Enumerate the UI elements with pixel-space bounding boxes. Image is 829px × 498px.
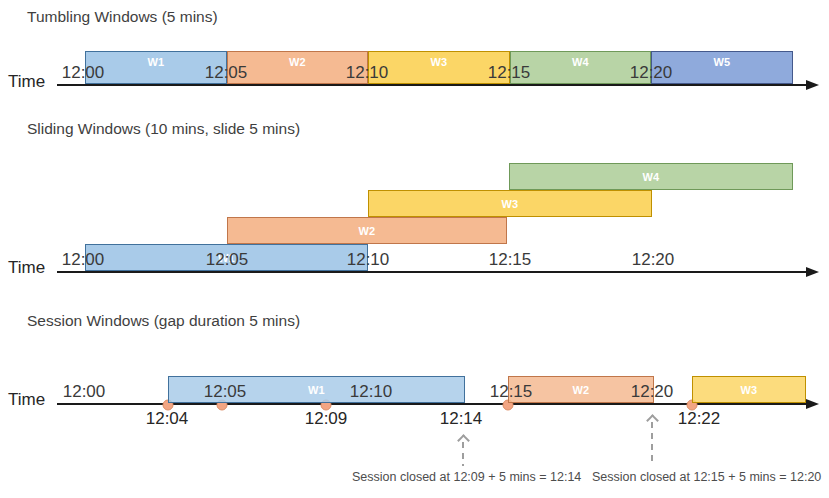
tick-label: 12:20 xyxy=(631,382,674,402)
tick-label: 12:10 xyxy=(346,63,389,83)
axis-arrowhead-icon xyxy=(806,80,819,90)
session-section-title: Session Windows (gap duration 5 mins) xyxy=(27,312,300,330)
timeline-axis xyxy=(57,271,806,273)
window-label: W1 xyxy=(308,384,325,396)
event-time-label: 12:04 xyxy=(146,409,189,429)
tumbling-window-w5: W5 xyxy=(651,51,793,84)
event-time-label: 12:22 xyxy=(678,409,721,429)
window-label: W5 xyxy=(713,56,730,68)
session-closed-note-1: Session closed at 12:09 + 5 mins = 12:14 xyxy=(352,470,581,484)
tick-label: 12:00 xyxy=(62,63,105,83)
sliding-section-title: Sliding Windows (10 mins, slide 5 mins) xyxy=(27,120,300,138)
tick-label: 12:10 xyxy=(350,382,393,402)
tick-label: 12:00 xyxy=(63,382,106,402)
window-label: W3 xyxy=(430,56,447,68)
tick-label: 12:15 xyxy=(489,250,532,270)
window-label: W2 xyxy=(572,384,589,396)
tick-label: 12:10 xyxy=(347,250,390,270)
tick-label: 12:15 xyxy=(490,382,533,402)
window-label: W4 xyxy=(572,56,589,68)
dashed-up-arrow-icon xyxy=(456,436,470,466)
tick-label: 12:20 xyxy=(630,63,673,83)
windowing-diagram: Tumbling Windows (5 mins) Time W1 W2 W3 … xyxy=(0,0,829,498)
window-label: W2 xyxy=(289,56,306,68)
time-axis-label: Time xyxy=(8,72,45,92)
window-label: W1 xyxy=(147,56,164,68)
timeline-axis xyxy=(57,84,806,86)
tick-label: 12:05 xyxy=(204,382,247,402)
session-closed-note-2: Session closed at 12:15 + 5 mins = 12:20 xyxy=(592,470,821,484)
tick-label: 12:20 xyxy=(632,250,675,270)
tick-label: 12:05 xyxy=(205,63,248,83)
axis-arrowhead-icon xyxy=(806,399,819,409)
event-time-label: 12:14 xyxy=(440,409,483,429)
event-time-label: 12:09 xyxy=(305,409,348,429)
dashed-up-arrow-icon xyxy=(645,416,659,466)
time-axis-label: Time xyxy=(8,390,45,410)
tumbling-section-title: Tumbling Windows (5 mins) xyxy=(27,8,218,26)
tick-label: 12:05 xyxy=(206,250,249,270)
window-label: W4 xyxy=(642,171,659,183)
window-label: W2 xyxy=(358,225,375,237)
tick-label: 12:15 xyxy=(488,63,531,83)
session-window-w3: W3 xyxy=(692,376,806,403)
time-axis-label: Time xyxy=(8,258,45,278)
window-label: W3 xyxy=(501,198,518,210)
sliding-window-w2: W2 xyxy=(227,217,507,244)
axis-arrowhead-icon xyxy=(806,267,819,277)
window-label: W3 xyxy=(740,384,757,396)
tick-label: 12:00 xyxy=(62,250,105,270)
sliding-window-w3: W3 xyxy=(368,190,652,217)
sliding-window-w4: W4 xyxy=(509,163,793,190)
